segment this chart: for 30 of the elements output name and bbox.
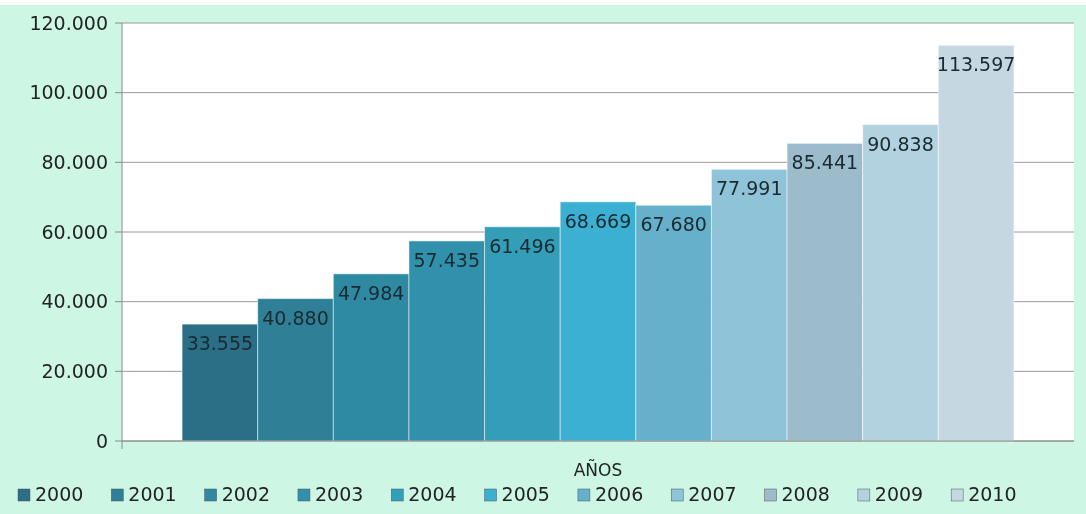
legend-label: 2006 bbox=[594, 483, 644, 505]
data-label: 57.435 bbox=[413, 248, 480, 271]
legend-label: 2001 bbox=[128, 483, 177, 505]
data-label: 40.880 bbox=[262, 306, 329, 329]
data-label: 61.496 bbox=[489, 234, 556, 257]
y-tick-label: 80.000 bbox=[41, 150, 108, 173]
legend-label: 2010 bbox=[968, 483, 1017, 505]
legend-label: 2004 bbox=[408, 483, 457, 505]
y-tick-label: 60.000 bbox=[41, 220, 108, 243]
y-tick-label: 100.000 bbox=[29, 81, 108, 104]
data-label: 33.555 bbox=[186, 332, 254, 355]
data-label: 90.838 bbox=[867, 132, 934, 155]
legend-label: 2003 bbox=[314, 483, 364, 505]
legend-label: 2007 bbox=[688, 483, 737, 505]
legend-label: 2008 bbox=[781, 483, 830, 505]
y-tick-label: 40.000 bbox=[41, 290, 108, 313]
y-tick-label: 20.000 bbox=[41, 359, 108, 382]
legend-label: 2005 bbox=[501, 483, 550, 505]
legend-label: 2009 bbox=[874, 483, 924, 505]
data-label: 68.669 bbox=[564, 209, 632, 232]
legend-label: 2000 bbox=[35, 483, 84, 505]
data-label: 47.984 bbox=[337, 281, 405, 304]
data-label: 85.441 bbox=[791, 151, 859, 174]
data-label: 67.680 bbox=[640, 213, 707, 236]
x-tick-label: AÑOS bbox=[573, 459, 623, 480]
y-tick-label: 120.000 bbox=[29, 11, 108, 34]
data-label: 113.597 bbox=[936, 53, 1016, 76]
y-tick-label: 0 bbox=[95, 429, 108, 452]
data-label: 77.991 bbox=[716, 177, 783, 200]
legend-label: 2002 bbox=[221, 483, 270, 505]
